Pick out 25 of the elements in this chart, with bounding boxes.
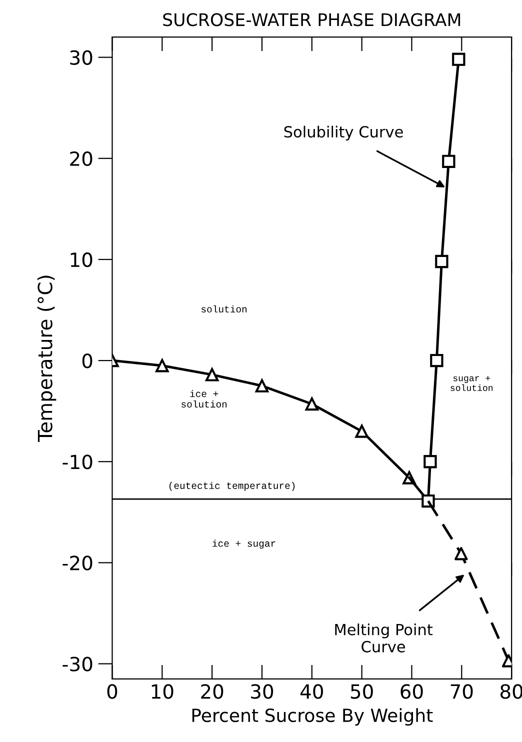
annotation: Solubility Curve xyxy=(284,126,403,141)
annotation: Melting Point Curve xyxy=(335,624,433,652)
annotation: solution xyxy=(201,305,247,312)
x-tick-label: 30 xyxy=(251,684,274,699)
y-tick-label: 20 xyxy=(70,151,92,166)
y-axis-title: Temperature (°C) xyxy=(37,276,56,442)
y-tick-label: -30 xyxy=(62,656,92,672)
x-tick-label: 10 xyxy=(152,684,174,699)
x-tick-label: 70 xyxy=(450,684,473,699)
x-tick-label: 50 xyxy=(350,684,373,699)
ref-line-label: (eutectic temperature) xyxy=(169,482,295,491)
annotation: sugar + solution xyxy=(450,376,492,391)
y-tick-label: 0 xyxy=(82,354,92,368)
annotation: ice + solution xyxy=(182,390,227,408)
y-tick-label: 30 xyxy=(70,50,92,65)
x-axis-title: Percent Sucrose By Weight xyxy=(192,708,433,726)
y-tick-label: -10 xyxy=(62,454,92,470)
x-tick-label: 0 xyxy=(107,684,118,699)
x-tick-label: 40 xyxy=(300,684,323,699)
x-tick-label: 60 xyxy=(400,684,423,699)
x-tick-label: 20 xyxy=(201,684,224,699)
chart-title: SUCROSE-WATER PHASE DIAGRAM xyxy=(163,13,460,26)
y-tick-label: 10 xyxy=(70,252,92,268)
annotation: ice + sugar xyxy=(212,540,276,549)
y-tick-label: -20 xyxy=(62,556,92,570)
